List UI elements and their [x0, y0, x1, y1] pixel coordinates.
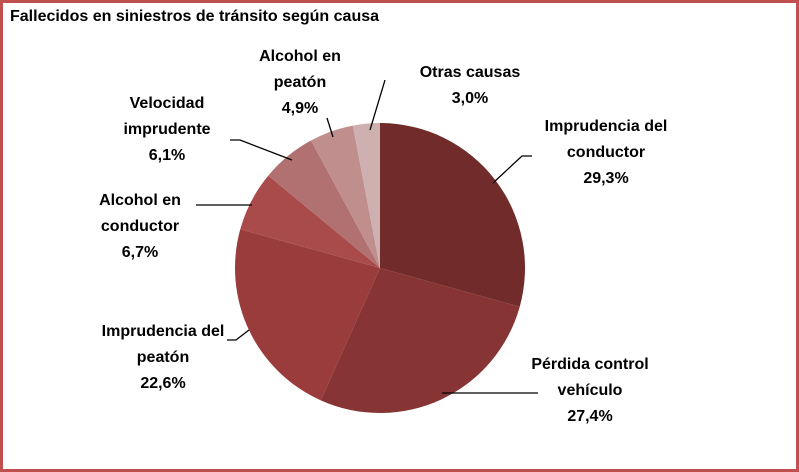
pie-slice: [320, 268, 520, 413]
slice-label: Velocidad imprudente 6,1%: [102, 91, 232, 169]
value-label: 27,4%: [567, 408, 613, 425]
category-label: Alcohol en conductor: [99, 192, 181, 235]
value-label: 4,9%: [281, 100, 319, 117]
pie-slice: [380, 123, 525, 307]
leader-line: [492, 155, 532, 184]
value-label: 6,7%: [121, 244, 159, 261]
pie-slice: [240, 175, 380, 268]
category-label: Alcohol en peatón: [259, 48, 341, 91]
slice-label: Pérdida control vehículo 27,4%: [530, 352, 650, 430]
leader-line: [230, 139, 293, 161]
chart-title: Fallecidos en siniestros de tránsito seg…: [10, 8, 380, 25]
slice-label: Imprudencia del peatón 22,6%: [88, 319, 238, 397]
value-label: 6,1%: [148, 147, 186, 164]
leader-line: [326, 117, 334, 138]
value-label: 3,0%: [451, 90, 489, 107]
slice-label: Alcohol en conductor 6,7%: [80, 188, 200, 266]
category-label: Imprudencia del peatón: [101, 323, 225, 366]
leader-line: [227, 329, 250, 341]
slice-label: Alcohol en peatón 4,9%: [240, 44, 360, 122]
pie-slice: [234, 229, 380, 401]
category-label: Pérdida control vehículo: [531, 356, 649, 399]
category-label: Otras causas: [419, 64, 521, 81]
category-label: Imprudencia del conductor: [544, 118, 668, 161]
pie-slice: [268, 140, 380, 268]
value-label: 29,3%: [583, 170, 629, 187]
value-label: 22,6%: [140, 375, 186, 392]
category-label: Velocidad imprudente: [123, 95, 211, 138]
slice-label: Imprudencia del conductor 29,3%: [521, 114, 691, 192]
leader-line: [369, 79, 386, 131]
pie-slice: [310, 125, 380, 268]
slice-label: Otras causas 3,0%: [395, 60, 545, 112]
pie-slice: [352, 123, 380, 268]
